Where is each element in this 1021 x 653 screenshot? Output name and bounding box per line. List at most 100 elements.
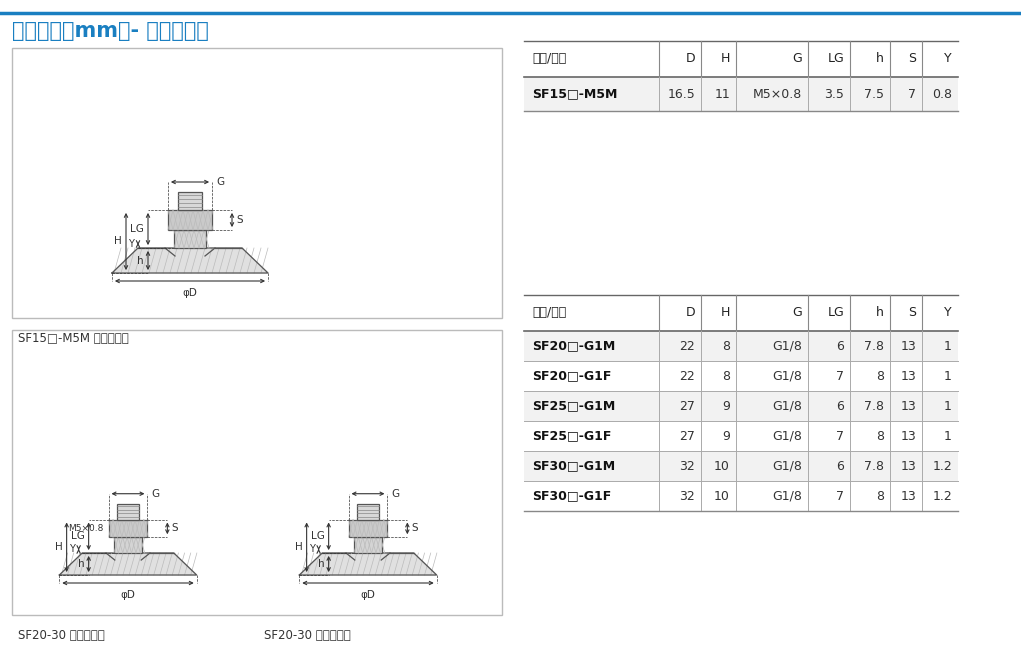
Text: 8: 8 xyxy=(876,370,884,383)
Text: Y: Y xyxy=(308,545,314,554)
Text: H: H xyxy=(55,542,62,552)
Text: SF20-30 内螺纹连接: SF20-30 内螺纹连接 xyxy=(264,629,351,642)
Text: 6: 6 xyxy=(836,340,844,353)
Text: 8: 8 xyxy=(876,430,884,443)
Text: 16.5: 16.5 xyxy=(668,88,695,101)
Text: 13: 13 xyxy=(901,490,916,503)
Text: G: G xyxy=(792,306,803,319)
Text: SF15□-M5M: SF15□-M5M xyxy=(532,88,618,101)
Text: G1/8: G1/8 xyxy=(772,490,803,503)
Text: 1: 1 xyxy=(944,340,952,353)
Text: Y: Y xyxy=(128,239,134,249)
Text: 6: 6 xyxy=(836,460,844,473)
Text: G1/8: G1/8 xyxy=(772,340,803,353)
Text: 13: 13 xyxy=(901,400,916,413)
Text: D: D xyxy=(685,306,695,319)
Text: 1: 1 xyxy=(944,430,952,443)
Text: LG: LG xyxy=(827,52,844,65)
Text: 32: 32 xyxy=(679,490,695,503)
Text: 8: 8 xyxy=(722,370,730,383)
Text: SF20-30 外螺纹连接: SF20-30 外螺纹连接 xyxy=(18,629,105,642)
Text: G: G xyxy=(151,488,159,499)
Text: h: h xyxy=(876,306,884,319)
Text: D: D xyxy=(685,52,695,65)
Text: H: H xyxy=(721,306,730,319)
Polygon shape xyxy=(112,248,268,273)
Text: SF30□-G1F: SF30□-G1F xyxy=(532,490,612,503)
Text: 9: 9 xyxy=(722,430,730,443)
Bar xyxy=(524,481,958,511)
Text: 8: 8 xyxy=(722,340,730,353)
Text: h: h xyxy=(138,255,144,266)
Text: S: S xyxy=(411,523,418,534)
Text: 13: 13 xyxy=(901,370,916,383)
Text: 1: 1 xyxy=(944,400,952,413)
Text: 1: 1 xyxy=(944,370,952,383)
Text: H: H xyxy=(114,236,121,246)
Text: 27: 27 xyxy=(679,430,695,443)
FancyBboxPatch shape xyxy=(12,330,502,615)
Text: 7.8: 7.8 xyxy=(864,460,884,473)
Text: 7.8: 7.8 xyxy=(864,400,884,413)
Bar xyxy=(108,520,147,537)
Bar xyxy=(524,451,958,481)
Text: 7: 7 xyxy=(836,370,844,383)
Text: 27: 27 xyxy=(679,400,695,413)
Text: SF15□-M5M 外螺纹连接: SF15□-M5M 外螺纹连接 xyxy=(18,332,129,345)
Text: 尺寸规格（mm）- 吸盘带接头: 尺寸规格（mm）- 吸盘带接头 xyxy=(12,21,209,41)
Bar xyxy=(114,537,142,553)
Text: G: G xyxy=(792,52,803,65)
Bar xyxy=(357,503,379,520)
Text: H: H xyxy=(295,542,302,552)
Polygon shape xyxy=(299,553,437,575)
Text: G: G xyxy=(216,177,225,187)
Text: LG: LG xyxy=(310,532,325,541)
Text: SF20□-G1F: SF20□-G1F xyxy=(532,370,612,383)
Text: 8: 8 xyxy=(876,490,884,503)
Text: S: S xyxy=(908,306,916,319)
Text: S: S xyxy=(236,215,243,225)
Text: 9: 9 xyxy=(722,400,730,413)
Text: h: h xyxy=(876,52,884,65)
Text: φD: φD xyxy=(183,288,197,298)
Text: G: G xyxy=(391,488,399,499)
Text: SF25□-G1M: SF25□-G1M xyxy=(532,400,616,413)
Text: 型号/尺寸: 型号/尺寸 xyxy=(532,306,567,319)
Text: h: h xyxy=(318,559,325,569)
Text: h: h xyxy=(78,559,85,569)
Text: 7: 7 xyxy=(836,430,844,443)
Text: Y: Y xyxy=(68,545,75,554)
Text: M5×0.8: M5×0.8 xyxy=(68,524,104,533)
Text: S: S xyxy=(172,523,178,534)
FancyBboxPatch shape xyxy=(12,48,502,318)
Text: H: H xyxy=(721,52,730,65)
Text: Y: Y xyxy=(944,52,952,65)
Text: 22: 22 xyxy=(679,370,695,383)
Polygon shape xyxy=(59,553,197,575)
Bar xyxy=(174,230,206,248)
Text: G1/8: G1/8 xyxy=(772,430,803,443)
Text: φD: φD xyxy=(120,590,136,600)
Bar xyxy=(348,520,387,537)
Text: 1.2: 1.2 xyxy=(932,460,952,473)
Bar xyxy=(117,503,139,520)
Text: 3.5: 3.5 xyxy=(824,88,844,101)
Text: 7: 7 xyxy=(908,88,916,101)
Text: 11: 11 xyxy=(715,88,730,101)
Text: 1.2: 1.2 xyxy=(932,490,952,503)
Text: LG: LG xyxy=(130,224,144,234)
Text: Y: Y xyxy=(944,306,952,319)
Text: 7: 7 xyxy=(836,490,844,503)
Text: 32: 32 xyxy=(679,460,695,473)
Text: SF30□-G1M: SF30□-G1M xyxy=(532,460,615,473)
Bar xyxy=(178,192,202,210)
Text: G1/8: G1/8 xyxy=(772,460,803,473)
Text: SF20□-G1M: SF20□-G1M xyxy=(532,340,616,353)
Bar xyxy=(524,331,958,361)
Text: 型号/尺寸: 型号/尺寸 xyxy=(532,52,567,65)
Text: 13: 13 xyxy=(901,340,916,353)
Text: 10: 10 xyxy=(714,460,730,473)
Text: 7.8: 7.8 xyxy=(864,340,884,353)
Bar xyxy=(524,391,958,421)
Text: G1/8: G1/8 xyxy=(772,370,803,383)
